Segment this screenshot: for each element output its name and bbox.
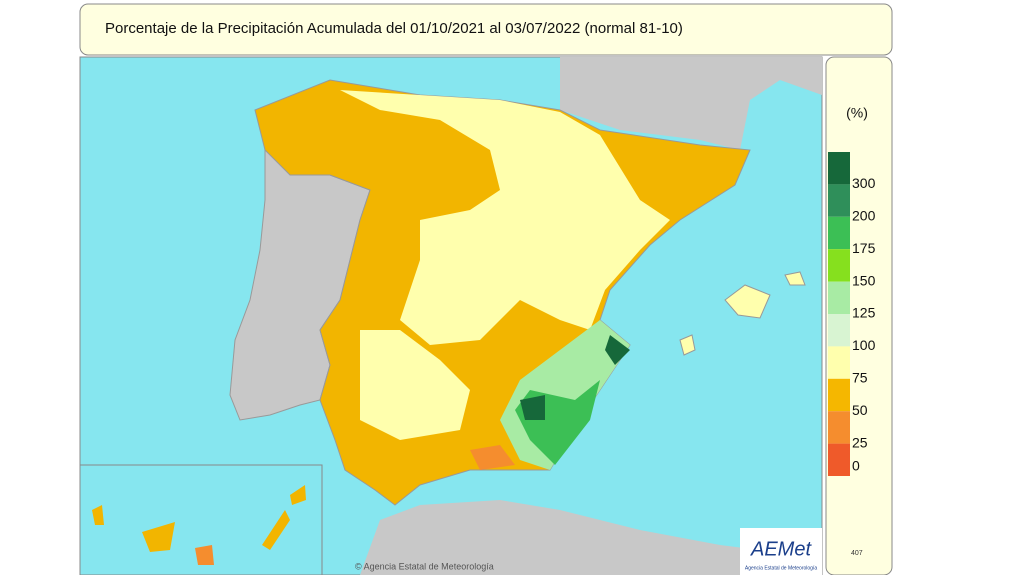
title-box xyxy=(79,3,893,56)
copyright: © Agencia Estatal de Meteorología xyxy=(355,561,494,571)
legend: 300 200 175 150 125 100 75 50 25 0 xyxy=(828,152,876,476)
mallorca xyxy=(724,284,771,319)
title: Porcentaje de la Precipitación Acumulada… xyxy=(105,20,683,37)
legend-unit: (%) xyxy=(846,105,868,121)
menorca xyxy=(784,271,806,286)
yellow-zone-south xyxy=(360,330,470,440)
green-zone-coast xyxy=(605,335,630,365)
legend-swatch xyxy=(828,249,850,282)
orange-zone xyxy=(470,445,515,470)
legend-swatch xyxy=(828,314,850,347)
island xyxy=(290,485,306,505)
legend-label: 300 xyxy=(852,175,876,191)
legend-swatch xyxy=(828,281,850,314)
legend-label: 25 xyxy=(852,434,868,450)
island xyxy=(142,522,175,552)
map: © Agencia Estatal de Meteorología xyxy=(79,56,823,575)
france xyxy=(560,57,822,150)
legend-label: 50 xyxy=(852,402,868,418)
island xyxy=(262,510,290,550)
legend-label: 175 xyxy=(852,240,876,256)
yellow-zone xyxy=(340,90,670,345)
legend-swatch xyxy=(828,216,850,250)
legend-swatch xyxy=(828,152,850,185)
legend-label: 100 xyxy=(852,337,876,353)
logo-box xyxy=(740,528,822,575)
logo: AEMet xyxy=(750,538,812,560)
logo-subtitle: Agencia Estatal de Meteorología xyxy=(745,565,817,571)
legend-label: 125 xyxy=(852,305,876,321)
legend-swatch xyxy=(828,411,850,444)
ibiza xyxy=(679,334,696,356)
green-zone-darkest xyxy=(520,395,545,420)
legend-label: 200 xyxy=(852,208,876,224)
legend-swatch xyxy=(828,443,850,476)
legend-swatch xyxy=(828,346,850,379)
legend-label: 150 xyxy=(852,272,876,288)
legend-label: 0 xyxy=(852,458,860,474)
island xyxy=(92,505,104,525)
legend-label: 75 xyxy=(852,370,868,386)
africa xyxy=(360,500,822,575)
legend-swatch xyxy=(828,184,850,217)
map-code: 407 xyxy=(851,550,863,557)
island xyxy=(195,545,214,565)
legend-swatch xyxy=(828,378,850,412)
